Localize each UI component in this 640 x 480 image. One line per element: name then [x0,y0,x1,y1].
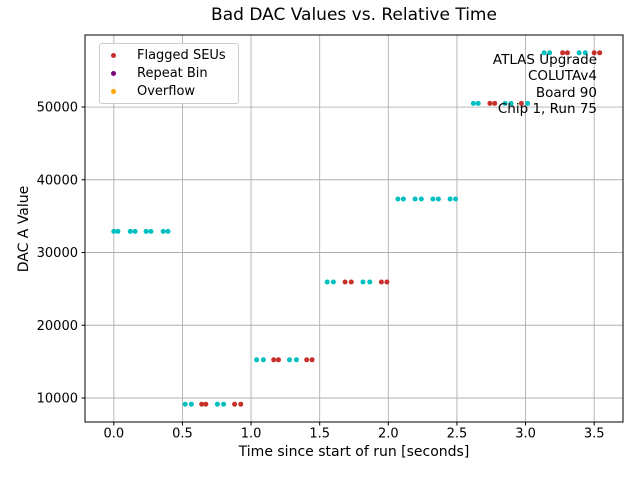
data-point-flagged-seus [342,279,348,285]
data-point-dac-values [330,279,336,285]
y-axis-label: DAC A Value [16,185,32,273]
data-point-dac-values [214,401,220,407]
data-point-dac-values [547,50,553,56]
legend-entry-flagged-seus: Flagged SEUs [100,47,238,65]
data-point-flagged-seus [378,279,384,285]
data-point-flagged-seus [492,100,498,106]
data-point-dac-values [260,357,266,363]
y-tick-label: 40000 [37,173,78,188]
data-point-dac-values [576,50,582,56]
data-point-flagged-seus [564,50,570,56]
flagged-seus-marker-icon [111,53,116,59]
data-point-flagged-seus [518,100,524,106]
data-point-dac-values [475,100,481,106]
data-point-dac-values [447,196,453,202]
data-point-dac-values [127,228,133,234]
x-tick-label: 1.5 [309,427,330,442]
data-point-dac-values [165,228,171,234]
x-tick-label: 3.5 [584,427,605,442]
x-tick-label: 2.0 [378,427,399,442]
data-point-dac-values [508,100,514,106]
data-point-flagged-seus [560,50,566,56]
data-point-dac-values [395,196,401,202]
data-point-flagged-seus [487,100,493,106]
legend: Flagged SEUs Repeat Bin Overflow [99,43,239,104]
data-point-dac-values [541,50,547,56]
data-point-flagged-seus [384,279,390,285]
repeat-bin-marker-icon [111,71,116,76]
data-point-flagged-seus [232,401,238,407]
data-point-flagged-seus [304,357,310,363]
data-point-dac-values [221,401,227,407]
data-point-dac-values [470,100,476,106]
data-point-dac-values [418,196,424,202]
data-point-dac-values [160,228,166,234]
legend-entry-repeat-bin: Repeat Bin [100,65,238,83]
x-axis-label: Time since start of run [seconds] [238,444,470,460]
data-point-dac-values [367,279,373,285]
data-point-flagged-seus [597,50,603,56]
x-tick-label: 3.0 [515,427,536,442]
data-point-flagged-seus [199,401,205,407]
chart-title: Bad DAC Values vs. Relative Time [211,5,497,25]
annotation-line: COLUTAv4 [527,68,597,85]
data-point-dac-values [143,228,149,234]
data-point-flagged-seus [591,50,597,56]
overflow-marker-icon [111,88,116,94]
data-point-dac-values [115,228,121,234]
legend-entry-overflow: Overflow [100,82,238,100]
data-point-dac-values [324,279,330,285]
annotation-line: ATLAS Upgrade [492,52,597,68]
data-point-dac-values [360,279,366,285]
data-point-dac-values [148,228,154,234]
x-tick-label: 0.5 [172,427,193,442]
y-tick-label: 20000 [37,319,78,334]
data-point-dac-values [132,228,138,234]
y-tick-label: 10000 [37,391,78,406]
axes-frame [84,34,624,423]
legend-label: Flagged SEUs [137,48,226,64]
data-point-flagged-seus [309,357,315,363]
data-point-dac-values [188,401,194,407]
data-point-dac-values [435,196,441,202]
data-point-dac-values [502,100,508,106]
y-tick-label: 50000 [37,101,78,116]
legend-label: Repeat Bin [137,66,208,81]
data-point-flagged-seus [271,357,277,363]
annotation: ATLAS Upgrade COLUTAv4 Board 90 Chip 1, … [493,52,597,118]
data-point-flagged-seus [276,357,281,363]
y-tick-label: 30000 [37,246,78,261]
legend-label: Overflow [137,83,196,99]
data-point-flagged-seus [203,401,209,407]
annotation-line: Board 90 [535,84,597,101]
data-point-dac-values [412,196,418,202]
data-point-dac-values [400,196,406,202]
data-point-dac-values [182,401,188,407]
data-point-flagged-seus [238,401,244,407]
x-tick-label: 0.0 [103,427,124,442]
data-point-dac-values [525,100,531,106]
data-point-dac-values [293,357,299,363]
data-point-dac-values [453,196,459,202]
data-point-dac-values [254,357,260,363]
x-tick-label: 1.0 [241,427,262,442]
data-point-dac-values [287,357,292,363]
x-tick-label: 2.5 [447,427,468,442]
data-point-dac-values [111,228,117,234]
data-point-dac-values [430,196,436,202]
annotation-line: Chip 1, Run 75 [497,101,597,118]
data-point-dac-values [582,50,588,56]
data-point-flagged-seus [348,279,354,285]
